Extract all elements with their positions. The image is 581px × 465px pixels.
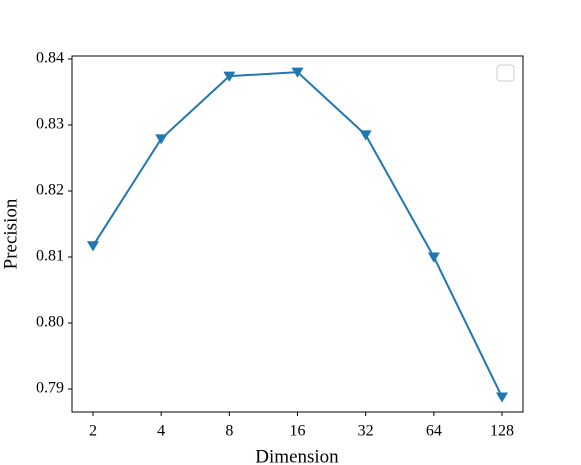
x-tick-label: 64	[426, 423, 442, 440]
marker	[87, 241, 99, 252]
legend-box	[496, 64, 515, 82]
x-axis-label: Dimension	[255, 446, 339, 465]
x-tick-label: 2	[89, 423, 97, 440]
x-tick-label: 8	[225, 423, 233, 440]
y-tick-label: 0.84	[36, 50, 64, 67]
y-tick-label: 0.81	[36, 248, 64, 265]
marker	[291, 67, 304, 78]
x-tick-label: 4	[157, 423, 165, 440]
data-line	[92, 71, 503, 398]
y-tick-label: 0.82	[36, 182, 64, 199]
y-tick-label: 0.80	[36, 314, 64, 331]
x-tick-label: 32	[358, 423, 374, 440]
y-tick-label: 0.79	[36, 380, 64, 397]
x-tick-label: 128	[490, 423, 514, 440]
y-tick-label: 0.83	[36, 116, 64, 133]
marker	[223, 71, 236, 82]
marker	[359, 130, 372, 141]
x-tick-label: 16	[290, 423, 306, 440]
marker	[496, 392, 508, 403]
axes-frame	[71, 55, 524, 413]
y-axis-label: Precision	[0, 198, 21, 269]
marker	[427, 252, 440, 263]
marker	[155, 134, 168, 145]
